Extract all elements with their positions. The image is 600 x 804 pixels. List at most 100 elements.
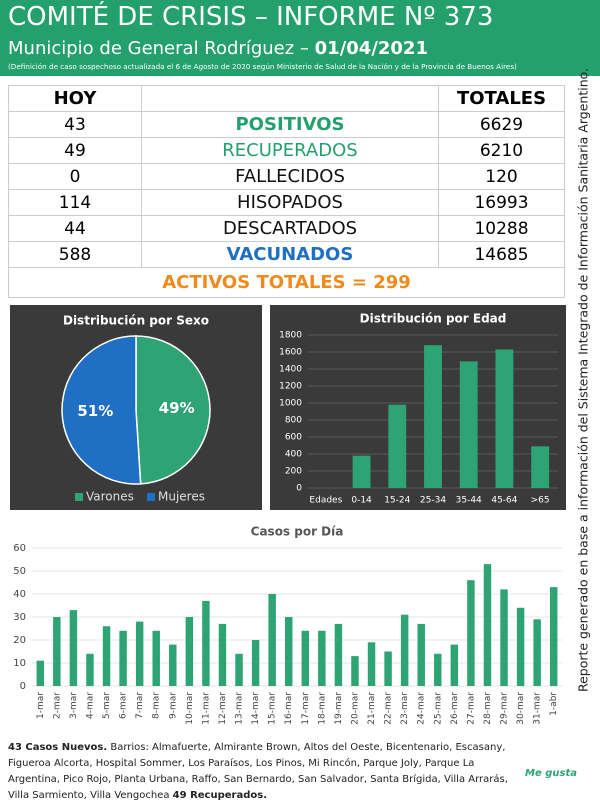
- chart-title: Distribución por Sexo: [63, 314, 209, 328]
- y-tick-label: 0: [20, 681, 26, 692]
- bar: [459, 361, 478, 488]
- bar: [549, 587, 558, 686]
- x-tick-label: 20-mar: [350, 692, 360, 725]
- y-tick-label: 1400: [279, 365, 302, 375]
- count: 6210: [438, 137, 565, 164]
- x-tick-label: 25-34: [420, 496, 446, 506]
- bar: [334, 623, 343, 686]
- y-tick-label: 60: [13, 543, 26, 554]
- count: 114: [8, 189, 142, 216]
- x-tick-label: 23-mar: [400, 692, 410, 725]
- indicator: HISOPADOS: [141, 189, 439, 216]
- bar: [495, 349, 514, 488]
- count: 10288: [438, 215, 565, 242]
- y-tick-label: 20: [13, 635, 26, 646]
- side-note: Reporte generado en base a información d…: [575, 67, 591, 693]
- x-tick-label: 14-mar: [251, 692, 261, 725]
- x-tick-label: 15-24: [384, 496, 410, 506]
- bar: [384, 651, 392, 686]
- x-tick-label: 16-mar: [284, 692, 294, 725]
- subtitle: Municipio de General Rodríguez – 01/04/2…: [8, 38, 428, 59]
- x-tick-label: 4-mar: [85, 692, 95, 719]
- footer-row: ACTIVOS TOTALES = 299: [8, 267, 565, 298]
- recovered: 49 Recuperados.: [172, 790, 267, 801]
- indicator: VACUNADOS: [141, 241, 439, 268]
- x-tick-label: 1-mar: [36, 692, 46, 719]
- y-tick-label: 600: [285, 433, 302, 443]
- x-tick-label: 7-mar: [135, 692, 145, 719]
- x-tick-label: 13-mar: [235, 692, 245, 725]
- y-tick-label: 1000: [279, 399, 302, 409]
- indicator: RECUPERADOS: [141, 137, 439, 164]
- x-tick-label: 28-mar: [483, 692, 493, 725]
- x-tick-label: 25-mar: [433, 692, 443, 725]
- bar: [86, 653, 94, 686]
- count: 44: [8, 215, 142, 242]
- logo: Me gusta: [525, 768, 577, 779]
- count: 14685: [438, 241, 565, 268]
- bar: [135, 621, 144, 686]
- x-tick-label: 35-44: [456, 496, 482, 506]
- y-tick-label: 1800: [279, 331, 302, 341]
- table-row: 114 HISOPADOS 16993: [8, 189, 565, 216]
- pie-slice: [135, 335, 211, 485]
- summary-table: HOY TOTALES 43 POSITIVOS 6629 49 RECUPERADOS…: [8, 85, 565, 298]
- bar: [467, 580, 475, 686]
- count: 0: [8, 163, 142, 190]
- count: 6629: [438, 111, 565, 138]
- bar: [268, 594, 276, 686]
- legend-label: Mujeres: [158, 490, 205, 504]
- indicator: POSITIVOS: [141, 111, 439, 138]
- x-tick-label: 5-mar: [102, 692, 112, 719]
- bar: [69, 610, 78, 686]
- panel-background: [270, 305, 566, 510]
- slice-label: 49%: [159, 399, 195, 417]
- x-tick-label: 9-mar: [168, 692, 178, 719]
- table-body: 43 POSITIVOS 6629 49 RECUPERADOS 6210 0 FALLECI…: [8, 111, 565, 268]
- table-row: 588 VACUNADOS 14685: [8, 241, 565, 268]
- bar: [352, 455, 371, 488]
- daily-chart: Casos por Día 0 10 20 30 40 50 60 1-mar 2-mar 3-ma…: [13, 525, 562, 725]
- x-tick-label: 27-mar: [466, 692, 476, 725]
- bar: [53, 617, 61, 686]
- active-total: ACTIVOS TOTALES = 299: [8, 267, 565, 298]
- x-tick-label: 17-mar: [301, 692, 311, 725]
- x-tick-label: 8-mar: [152, 692, 162, 719]
- x-tick-label: 19-mar: [334, 692, 344, 725]
- date: 01/04/2021: [314, 38, 428, 59]
- sex-chart: Distribución por Sexo 49% 51% Varones Mujere…: [10, 305, 262, 510]
- y-tick-label: 30: [13, 612, 26, 623]
- x-tick-label: 24-mar: [417, 692, 427, 725]
- bar: [102, 626, 111, 686]
- legend-swatch: [75, 493, 83, 501]
- header: COMITÉ DE CRISIS – INFORME Nº 373 Munici…: [0, 0, 600, 76]
- new-cases: 43 Casos Nuevos.: [8, 742, 108, 753]
- bar: [251, 640, 260, 686]
- table-row: 49 RECUPERADOS 6210: [8, 137, 565, 164]
- x-tick-label: >65: [531, 496, 550, 506]
- title: COMITÉ DE CRISIS – INFORME Nº 373: [8, 2, 494, 32]
- x-tick-label: 2-mar: [52, 692, 62, 719]
- x-tick-label: 30-mar: [516, 692, 526, 725]
- x-tick-label: 45-64: [491, 496, 517, 506]
- note: (Definición de caso sospechoso actualiza…: [8, 62, 517, 71]
- count: 49: [8, 137, 142, 164]
- legend-swatch: [147, 493, 155, 501]
- bar: [417, 623, 425, 686]
- age-chart: Distribución por Edad 0 200 400 600 800 1000 12…: [270, 305, 566, 510]
- bar: [500, 589, 508, 686]
- bar: [531, 446, 550, 488]
- bar: [235, 653, 243, 686]
- x-tick-label: 10-mar: [185, 692, 195, 725]
- x-tick-label: 15-mar: [268, 692, 278, 725]
- y-tick-label: 40: [13, 589, 26, 600]
- count: 588: [8, 241, 142, 268]
- y-tick-label: 400: [285, 450, 302, 460]
- indicator: DESCARTADOS: [141, 215, 439, 242]
- header-cell: HOY: [8, 85, 142, 112]
- bar: [152, 630, 160, 686]
- x-tick-label: 1-abr: [549, 692, 559, 716]
- bar: [185, 617, 194, 686]
- x-tick-label: 12-mar: [218, 692, 228, 725]
- y-tick-label: 1200: [279, 382, 302, 392]
